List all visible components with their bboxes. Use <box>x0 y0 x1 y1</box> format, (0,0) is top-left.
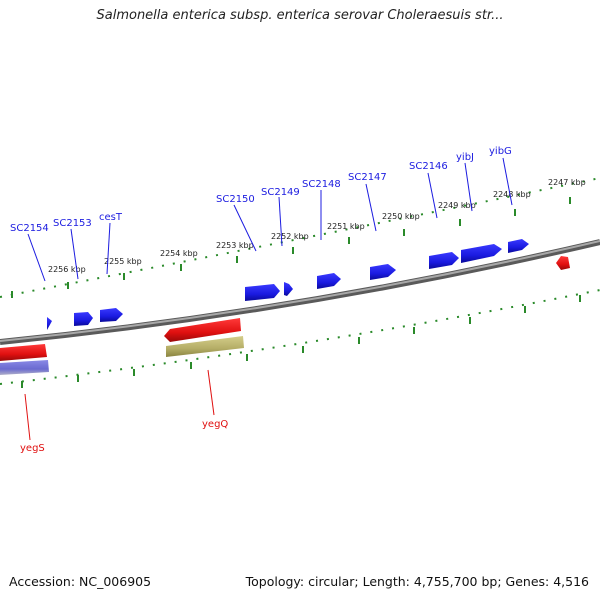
tick-label-2247: 2247 kbp <box>548 178 586 187</box>
gene-label-sc2149[interactable]: SC2149 <box>261 187 300 198</box>
gene-sc2147[interactable] <box>370 264 396 280</box>
gene-cest[interactable] <box>100 308 123 322</box>
gene-sc2150[interactable] <box>245 284 280 301</box>
gene-label-yegq[interactable]: yegQ <box>202 419 228 430</box>
gene-label-cest[interactable]: cesT <box>99 212 123 223</box>
gene-label-sc2148[interactable]: SC2148 <box>302 179 341 190</box>
gene-label-sc2146[interactable]: SC2146 <box>409 161 448 172</box>
tick-label-2250: 2250 kbp <box>382 212 420 221</box>
gene-label-sc2147[interactable]: SC2147 <box>348 172 387 183</box>
tick-label-2256: 2256 kbp <box>48 265 86 274</box>
reverse-label-leaders <box>24 369 215 441</box>
gene-sc2148[interactable] <box>317 273 341 289</box>
gene-yegs[interactable] <box>0 344 47 361</box>
tick-label-2252: 2252 kbp <box>271 232 309 241</box>
tick-label-2251: 2251 kbp <box>327 222 365 231</box>
reverse-gene-labels: yegQ yegS <box>20 419 228 454</box>
gene-yibg[interactable] <box>508 239 529 253</box>
gene-label-yibj[interactable]: yibJ <box>456 152 474 163</box>
tick-label-2249: 2249 kbp <box>438 201 476 210</box>
reverse-genes[interactable] <box>0 256 570 375</box>
gene-yegs-rna[interactable] <box>0 360 49 375</box>
tick-labels: 2247 kbp 2248 kbp 2249 kbp 2250 kbp 2251… <box>48 178 586 274</box>
gene-label-sc2150[interactable]: SC2150 <box>216 194 255 205</box>
upper-major-ticks <box>11 197 571 298</box>
gene-label-yegs[interactable]: yegS <box>20 443 45 454</box>
genome-summary-text: Topology: circular; Length: 4,755,700 bp… <box>245 574 589 589</box>
gene-sc2154[interactable] <box>47 317 52 330</box>
tick-label-2254: 2254 kbp <box>160 249 198 258</box>
forward-label-leaders <box>27 157 513 282</box>
genome-backbone <box>0 239 600 345</box>
gene-label-sc2154[interactable]: SC2154 <box>10 223 49 234</box>
tick-label-2248: 2248 kbp <box>493 190 531 199</box>
gene-yibj[interactable] <box>461 244 502 263</box>
forward-genes[interactable] <box>47 239 529 330</box>
gene-label-yibg[interactable]: yibG <box>489 146 512 157</box>
genome-title: Salmonella enterica subsp. enterica sero… <box>96 8 504 23</box>
forward-gene-labels: yibG yibJ SC2146 SC2147 SC2148 SC2149 SC… <box>10 146 512 234</box>
gene-sc2146[interactable] <box>429 252 459 269</box>
accession-text: Accession: NC_006905 <box>9 574 152 589</box>
gene-yegq-pseudo[interactable] <box>166 336 244 357</box>
tick-label-2255: 2255 kbp <box>104 257 142 266</box>
lower-major-ticks <box>21 295 581 388</box>
gene-red-far-right[interactable] <box>556 256 570 270</box>
gene-yegq[interactable] <box>164 318 241 342</box>
gene-sc2149[interactable] <box>284 282 293 296</box>
tick-label-2253: 2253 kbp <box>216 241 254 250</box>
gene-sc2153[interactable] <box>74 312 93 326</box>
gene-label-sc2153[interactable]: SC2153 <box>53 218 92 229</box>
